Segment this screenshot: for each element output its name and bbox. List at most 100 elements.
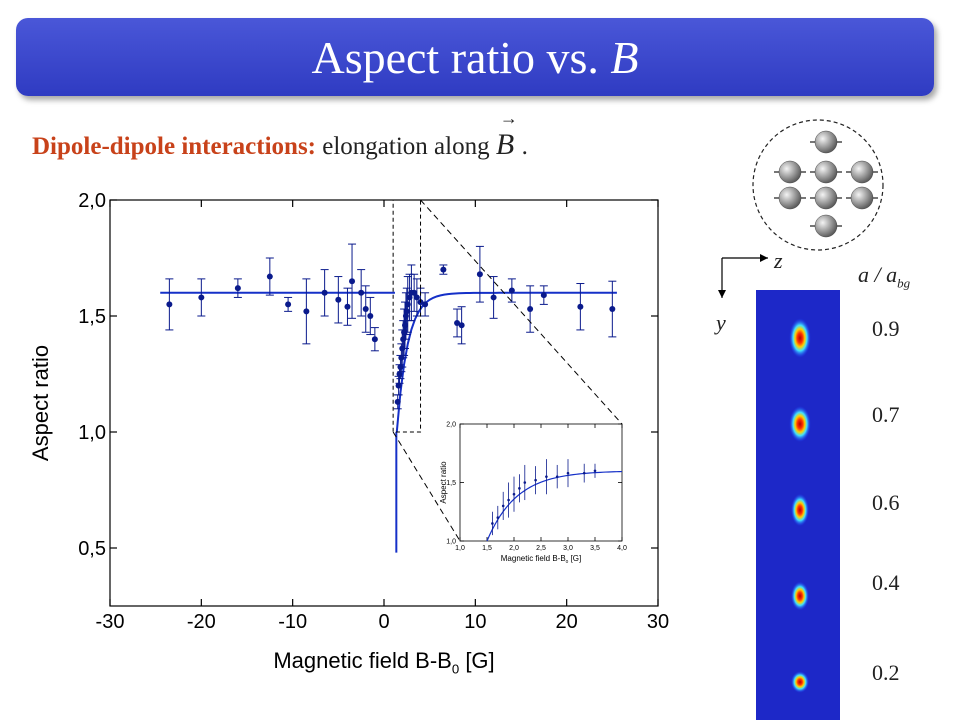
data-point: [335, 296, 342, 303]
x-tick-label: 0: [378, 611, 389, 633]
atom-cloud: [791, 581, 809, 611]
plot-frame: [109, 199, 659, 607]
data-point: [508, 287, 515, 294]
data-point: [490, 294, 497, 301]
x-tick-label: 4,0: [617, 545, 627, 552]
atom-sphere: [814, 130, 838, 154]
x-tick-label: 2,5: [536, 545, 546, 552]
y-arrowhead: [718, 290, 726, 298]
atom-cloud: [791, 671, 809, 693]
data-point: [362, 306, 369, 313]
x-tick-label: 3,0: [563, 545, 573, 552]
data-point: [454, 319, 461, 326]
y-tick-label: 1,5: [78, 306, 106, 328]
z-arrowhead: [760, 254, 768, 262]
x-tick-label: 3,5: [590, 545, 600, 552]
data-point: [371, 336, 378, 343]
data-point: [394, 398, 401, 405]
data-point: [303, 308, 310, 315]
data-point: [395, 382, 402, 389]
y-axis-label: Aspect ratio: [439, 461, 448, 504]
axis-z-label: z: [774, 248, 783, 273]
dipole-molecule-diagram: [752, 119, 884, 251]
y-tick-label: 0,5: [78, 538, 106, 560]
ratio-label: 0.7: [872, 402, 900, 427]
x-tick-label: -10: [278, 611, 307, 633]
atom-sphere: [814, 160, 838, 184]
vector-b: → B: [495, 108, 518, 161]
dashed-circle: [752, 119, 884, 251]
inset-data-point: [507, 498, 510, 502]
atom-sphere: [778, 160, 802, 184]
ratio-header: a / abg: [858, 262, 911, 291]
atom-cloud: [789, 406, 811, 442]
atom-sphere: [778, 186, 802, 210]
zoom-connector: [420, 199, 623, 425]
title-bar: Aspect ratio vs. B: [16, 18, 934, 96]
y-tick-label: 1,0: [446, 538, 456, 545]
inset-data-point: [534, 478, 537, 482]
data-point: [540, 292, 547, 299]
inset-plot: 1,0 1,5 2,0 2,5 3,0 3,5 4,0 1,0 1,5 2,0 Magnetic f…: [439, 421, 627, 565]
inset-data-point: [496, 516, 500, 519]
data-point: [413, 294, 420, 301]
subtitle: Dipole-dipole interactions: elongation a…: [32, 108, 528, 161]
data-point: [476, 271, 483, 278]
atom-sphere: [814, 214, 838, 238]
atom-sphere: [814, 186, 838, 210]
zoom-connector: [392, 431, 461, 542]
atom-sphere: [850, 160, 874, 184]
data-point: [198, 294, 205, 301]
absorption-image: [756, 290, 840, 376]
data-point: [411, 289, 418, 296]
data-point: [358, 289, 365, 296]
data-point: [234, 285, 241, 292]
data-point: [285, 301, 292, 308]
inset-data-point: [593, 469, 597, 473]
inset-data-point: [545, 475, 548, 478]
ratio-label: 0.2: [872, 660, 900, 685]
data-point: [166, 301, 173, 308]
ratio-label: 0.4: [872, 570, 900, 595]
y-tick-label: 1,0: [78, 422, 106, 444]
absorption-image: [756, 376, 840, 462]
y-tick-label: 1,5: [446, 480, 456, 487]
x-tick-label: -20: [187, 611, 216, 633]
fit-curve-right: [395, 291, 617, 433]
absorption-image: [756, 462, 840, 548]
inset-data-point: [512, 492, 516, 496]
ratio-label: 0.6: [872, 490, 900, 515]
y-tick-label: 2,0: [446, 421, 456, 428]
data-point: [266, 273, 273, 280]
x-axis-label: Magnetic field B-B0 [G]: [273, 648, 494, 677]
inset-data-point: [501, 504, 505, 508]
data-point: [396, 371, 403, 377]
x-axis-label: Magnetic field B-B0 [G]: [501, 554, 581, 565]
data-point: [577, 303, 584, 310]
x-tick-label: 2,0: [509, 545, 519, 552]
data-point: [403, 308, 410, 315]
inset-data-point: [491, 522, 494, 525]
data-point: [527, 306, 534, 313]
x-tick-label: 1,5: [482, 545, 492, 552]
x-tick-label: 20: [556, 611, 578, 633]
x-tick-label: 1,0: [455, 545, 465, 552]
inset-data-point: [555, 475, 559, 478]
inset-data-point: [582, 471, 586, 475]
inset-data-point: [518, 487, 521, 490]
x-tick-label: 30: [647, 611, 669, 633]
data-point: [609, 306, 616, 313]
zoom-box: [392, 199, 422, 433]
atom-sphere: [850, 186, 874, 210]
absorption-image: [756, 634, 840, 720]
y-axis-label: Aspect ratio: [28, 345, 53, 461]
inset-fit-curve: [486, 470, 623, 542]
inset-data-point: [566, 471, 570, 475]
absorption-image: [756, 548, 840, 634]
data-point: [440, 266, 447, 273]
data-point: [349, 278, 356, 285]
data-point: [458, 322, 465, 329]
atom-cloud: [791, 493, 809, 527]
data-point: [422, 301, 429, 308]
